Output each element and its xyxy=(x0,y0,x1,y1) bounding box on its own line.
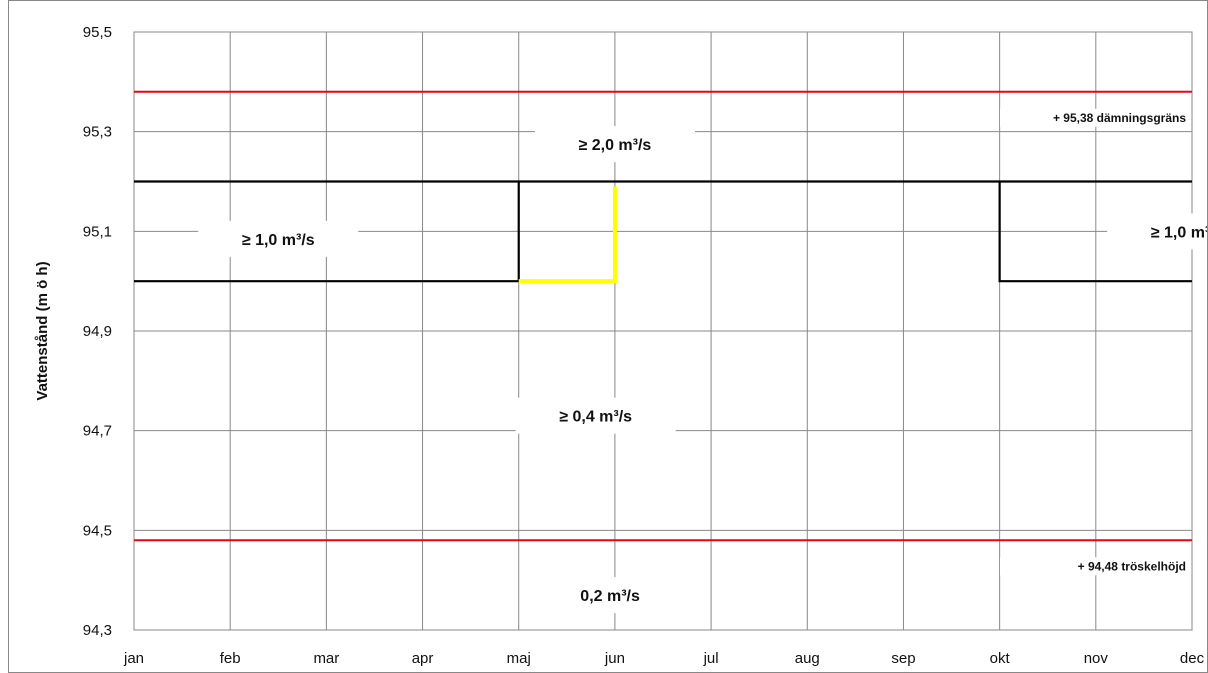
annotation-bg-4 xyxy=(530,577,691,614)
annotation-bg-1 xyxy=(198,220,359,257)
x-tick-nov: nov xyxy=(1084,650,1109,667)
y-axis-label: Vattenstånd (m ö h) xyxy=(34,261,51,400)
annotation-bg-2 xyxy=(1107,213,1208,250)
reference-label-0: + 95,38 dämningsgräns xyxy=(1053,111,1186,125)
y-tick-95-1: 95,1 xyxy=(83,223,112,240)
x-tick-feb: feb xyxy=(220,650,241,667)
reference-label-bg-1 xyxy=(1000,557,1188,576)
y-tick-94-3: 94,3 xyxy=(83,622,112,639)
annotation-0: ≥ 2,0 m³/s xyxy=(579,137,652,154)
series-line-3 xyxy=(518,186,617,284)
x-tick-labels: jan feb mar apr maj jun jul aug sep okt nov dec xyxy=(123,650,1205,667)
reference-lines: + 95,38 dämningsgräns + 94,48 tröskelhöjd xyxy=(134,90,1192,576)
y-tick-95-5: 95,5 xyxy=(83,24,112,41)
x-tick-sep: sep xyxy=(891,650,915,667)
x-tick-mar: mar xyxy=(313,650,339,667)
annotation-3: ≥ 0,4 m³/s xyxy=(559,409,632,426)
y-tick-95-3: 95,3 xyxy=(83,124,112,141)
annotation-bg-3 xyxy=(515,397,676,434)
annotation-4: 0,2 m³/s xyxy=(580,588,640,605)
x-tick-okt: okt xyxy=(990,650,1011,667)
x-tick-aug: aug xyxy=(795,650,820,667)
x-tick-jun: jun xyxy=(604,650,625,667)
y-tick-94-5: 94,5 xyxy=(83,522,112,539)
x-tick-jan: jan xyxy=(123,650,144,667)
series-line-2 xyxy=(998,181,1192,283)
y-tick-94-7: 94,7 xyxy=(83,423,112,440)
x-tick-maj: maj xyxy=(507,650,531,667)
y-tick-labels: 94,3 94,5 94,7 94,9 95,1 95,3 95,5 xyxy=(83,24,112,639)
x-tick-apr: apr xyxy=(412,650,434,667)
reference-label-1: + 94,48 tröskelhöjd xyxy=(1078,559,1186,573)
reference-label-bg-0 xyxy=(1000,108,1188,127)
annotation-bg-0 xyxy=(534,126,695,163)
annotations: ≥ 2,0 m³/s ≥ 1,0 m³/s ≥ 1,0 m³/s ≥ 0,4 m³/s… xyxy=(198,126,1208,614)
annotation-2: ≥ 1,0 m³/s xyxy=(1151,224,1208,241)
x-tick-dec: dec xyxy=(1180,650,1205,667)
y-tick-94-9: 94,9 xyxy=(83,323,112,340)
series-lines xyxy=(134,180,1192,284)
x-tick-jul: jul xyxy=(703,650,719,667)
annotation-1: ≥ 1,0 m³/s xyxy=(242,232,315,249)
